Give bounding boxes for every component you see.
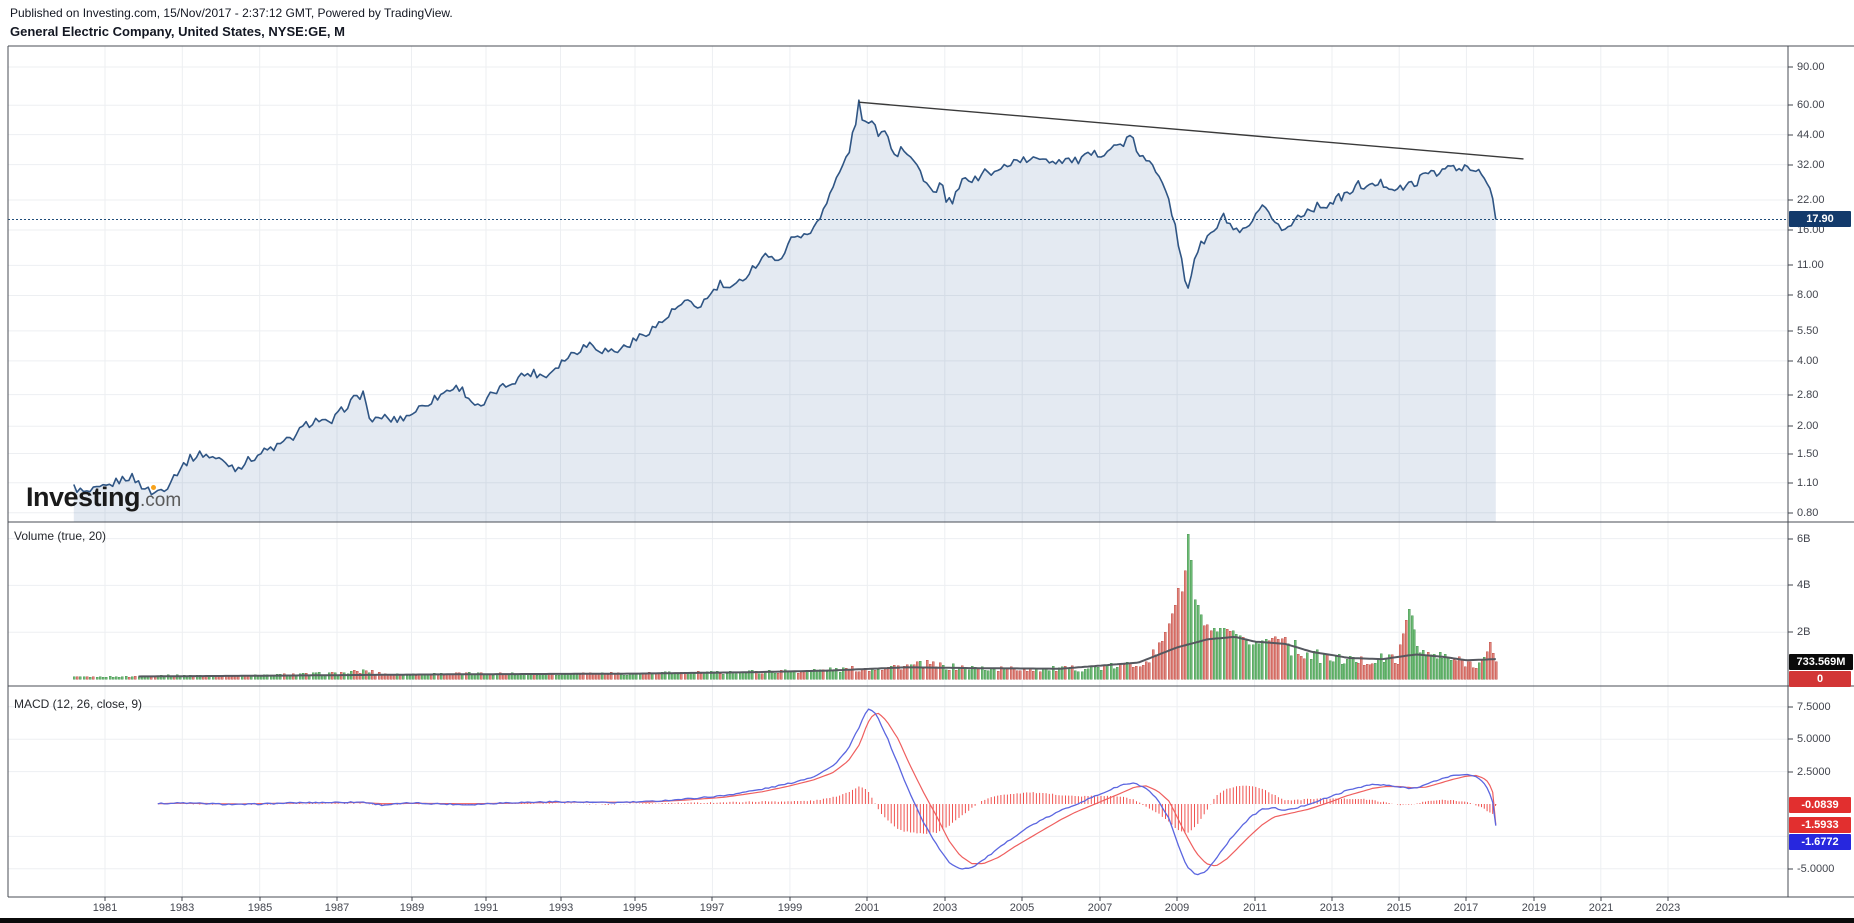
price-area — [73, 100, 1496, 522]
volume-zero-badge: 0 — [1789, 671, 1851, 687]
macd-indicator-label[interactable]: MACD (12, 26, close, 9) — [14, 697, 143, 711]
axis-ticks — [104, 66, 1793, 901]
price-axis-label: 2.80 — [1797, 388, 1819, 401]
price-axis-label: 60.00 — [1797, 99, 1825, 112]
price-axis-label: 1.10 — [1797, 476, 1819, 489]
trendline — [858, 101, 1524, 160]
price-axis-label: 1.50 — [1797, 447, 1819, 460]
time-axis-label: 2019 — [1521, 902, 1547, 914]
volume-indicator-label[interactable]: Volume (true, 20) — [14, 529, 107, 543]
price-axis-label: 32.00 — [1797, 158, 1825, 171]
macd-pane[interactable] — [8, 686, 1788, 897]
time-axis-label: 1981 — [92, 902, 118, 914]
symbol-title: General Electric Company, United States,… — [10, 24, 345, 39]
macd-line — [157, 708, 1497, 876]
time-axis-label: 1993 — [548, 902, 574, 914]
time-axis-label: 2021 — [1588, 902, 1614, 914]
published-line: Published on Investing.com, 15/Nov/2017 … — [10, 6, 453, 20]
time-axis-label: 2023 — [1655, 902, 1681, 914]
volume-axis-label: 4B — [1797, 579, 1811, 592]
watermark-brand: Investing — [26, 482, 141, 512]
macd-axis-label: -5.0000 — [1797, 862, 1835, 875]
time-axis-label: 2007 — [1087, 902, 1113, 914]
price-axis-label: 44.00 — [1797, 128, 1825, 141]
time-axis-label: 2005 — [1009, 902, 1035, 914]
investing-watermark: Investing.com — [26, 482, 181, 513]
watermark-suffix: .com — [140, 490, 182, 511]
price-axis-label: 16.00 — [1797, 224, 1825, 237]
price-axis-label: 8.00 — [1797, 289, 1819, 302]
panel-frame — [7, 45, 1854, 898]
price-axis-label: 0.80 — [1797, 506, 1819, 519]
macd-axis-label: 7.5000 — [1797, 700, 1831, 713]
time-axis-label: 2009 — [1164, 902, 1190, 914]
price-axis-label: 11.00 — [1797, 259, 1824, 272]
time-axis-label: 1997 — [699, 902, 725, 914]
time-axis-label: 1987 — [324, 902, 350, 914]
time-axis-label: 2017 — [1453, 902, 1479, 914]
watermark-orange-dot-icon — [151, 485, 156, 490]
time-axis-label: 1991 — [473, 902, 499, 914]
bottom-black-strip — [0, 918, 1854, 923]
price-axis-label: 5.50 — [1797, 324, 1819, 337]
macd-axis-label: 2.5000 — [1797, 765, 1831, 778]
macd-value-badge: -1.6772 — [1789, 834, 1851, 850]
time-axis-label: 1995 — [622, 902, 648, 914]
macd-signal-line — [157, 712, 1497, 867]
current-price-badge: 17.90 — [1789, 211, 1851, 227]
price-axis-label: 90.00 — [1797, 61, 1825, 73]
price-axis-label: 22.00 — [1797, 193, 1825, 206]
volume-axis-label: 2B — [1797, 626, 1811, 639]
price-axis-label: 2.00 — [1797, 420, 1819, 433]
time-axis-label: 2015 — [1386, 902, 1412, 914]
volume-ma-line — [138, 636, 1497, 678]
macd-value-badge: -1.5933 — [1789, 817, 1851, 833]
macd-value-badge: -0.0839 — [1789, 797, 1851, 813]
volume-pane[interactable] — [8, 522, 1788, 686]
time-axis-label: 1989 — [399, 902, 425, 914]
macd-histogram — [179, 785, 1497, 834]
time-axis-label: 2011 — [1243, 902, 1267, 914]
price-pane[interactable] — [8, 46, 1788, 522]
price-line — [73, 99, 1497, 496]
time-axis-label: 2013 — [1319, 902, 1345, 914]
time-axis-label: 2003 — [932, 902, 958, 914]
time-axis-label: 2001 — [854, 902, 880, 914]
price-axis-label: 4.00 — [1797, 354, 1819, 367]
volume-axis-label: 6B — [1797, 532, 1811, 545]
time-axis-label: 1985 — [247, 902, 273, 914]
time-axis-label: 1999 — [777, 902, 803, 914]
macd-axis-label: 5.0000 — [1797, 733, 1831, 746]
time-axis-label: 1983 — [169, 902, 195, 914]
volume-value-badge: 733.569M — [1789, 654, 1853, 670]
